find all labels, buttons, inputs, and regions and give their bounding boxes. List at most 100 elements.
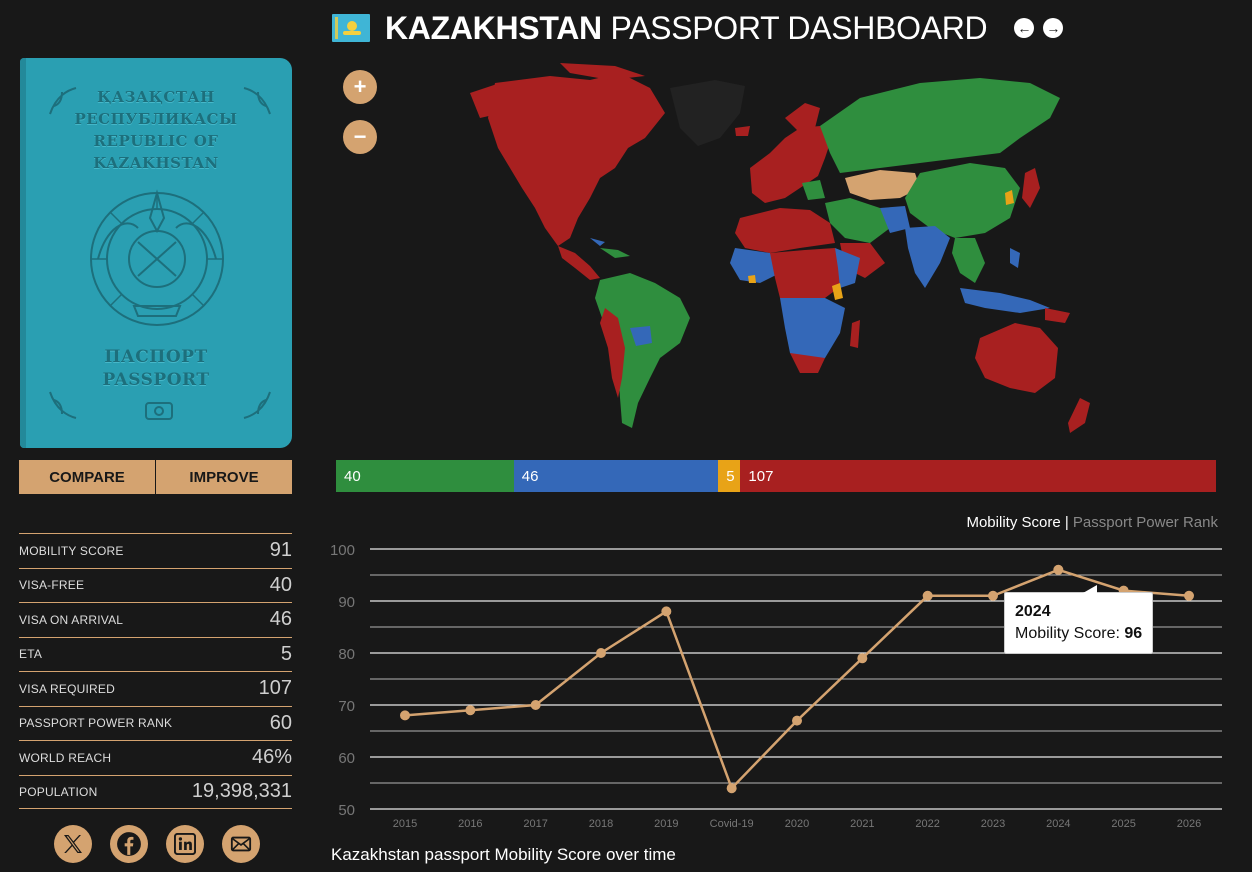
map-region-caribbean-b: [590, 238, 605, 246]
stat-row: ETA 5: [19, 636, 292, 672]
map-region-png: [1045, 308, 1070, 323]
map-region-southern-africa: [780, 298, 845, 368]
stat-row: VISA-FREE 40: [19, 567, 292, 603]
passport-cover-label: ПАСПОРТ PASSPORT: [20, 346, 292, 392]
biometric-chip-icon: [145, 402, 173, 420]
map-region-philippines: [1010, 248, 1020, 268]
passport-line: ПАСПОРТ: [104, 347, 208, 367]
ornament-icon: [243, 87, 271, 115]
data-point[interactable]: [1184, 590, 1194, 601]
map-region-iran: [880, 206, 910, 233]
dashboard-header: KAZAKHSTAN PASSPORT DASHBOARD ← →: [332, 10, 1064, 46]
stat-row: POPULATION 19,398,331: [19, 774, 292, 809]
passport-line: REPUBLIC OF: [93, 132, 219, 150]
zoom-in-button[interactable]: +: [343, 70, 377, 104]
x-tick-label: 2025: [1111, 818, 1135, 830]
tab-mobility-score[interactable]: Mobility Score: [966, 514, 1061, 531]
x-tick-label: 2024: [1046, 818, 1070, 830]
compare-button[interactable]: COMPARE: [19, 460, 155, 494]
passport-cover-title: ҚАЗАҚСТАН РЕСПУБЛИКАСЫ REPUBLIC OF KAZAK…: [20, 86, 292, 174]
map-region-middle-east: [825, 198, 890, 243]
stats-table: MOBILITY SCORE 91 VISA-FREE 40 VISA ON ARR…: [19, 533, 292, 809]
map-region-north-africa: [735, 208, 835, 253]
data-point[interactable]: [1053, 564, 1064, 575]
y-tick-label: 100: [330, 542, 355, 559]
eta-segment[interactable]: 5: [718, 460, 741, 492]
map-region-kazakhstan: [845, 170, 920, 200]
mobility-score-chart: 50 60 70 80 90 100 2015 2016 2017 2018 2019 Covid-1…: [330, 542, 1222, 830]
x-tick-label: 2023: [981, 818, 1005, 830]
facebook-icon[interactable]: [110, 825, 148, 863]
data-point[interactable]: [465, 705, 476, 716]
x-tick-label: 2018: [589, 818, 613, 830]
map-region-europe: [750, 126, 830, 203]
y-tick-label: 70: [338, 698, 355, 715]
y-tick-label: 90: [338, 594, 355, 611]
y-tick-label: 60: [338, 750, 355, 767]
kazakhstan-flag-icon: [332, 14, 370, 42]
map-region-china: [905, 163, 1020, 238]
x-tick-label: 2020: [785, 818, 809, 830]
stat-value: 91: [269, 539, 292, 562]
arrow-right-icon[interactable]: →: [1043, 18, 1064, 38]
email-icon[interactable]: [222, 825, 260, 863]
map-region-southeast-asia: [952, 238, 985, 283]
map-region-andes: [600, 308, 625, 398]
data-point[interactable]: [596, 648, 606, 658]
map-region-alaska: [470, 83, 502, 118]
arrow-left-icon[interactable]: ←: [1014, 18, 1035, 38]
visa-required-segment[interactable]: 107: [740, 460, 1216, 492]
map-region-kenya: [832, 283, 843, 300]
x-tick-label: 2021: [850, 818, 874, 830]
stat-value: 46%: [251, 746, 292, 769]
data-point[interactable]: [922, 590, 933, 601]
zoom-out-button[interactable]: −: [343, 120, 377, 154]
world-map[interactable]: [440, 58, 1130, 438]
map-region-korea: [1005, 190, 1014, 205]
stat-value: 60: [269, 711, 292, 734]
visa-on-arrival-segment[interactable]: 46: [513, 460, 719, 492]
map-region-balkans: [802, 180, 825, 200]
x-twitter-icon[interactable]: [54, 825, 92, 863]
x-tick-label: 2016: [458, 818, 482, 830]
stat-label: VISA REQUIRED: [19, 681, 115, 696]
data-point[interactable]: [857, 653, 868, 664]
x-tick-label: 2022: [915, 818, 939, 830]
tooltip-label: Mobility Score:: [1015, 625, 1125, 642]
data-point[interactable]: [792, 715, 802, 726]
passport-cover: ҚАЗАҚСТАН РЕСПУБЛИКАСЫ REPUBLIC OF KAZAK…: [20, 58, 292, 448]
map-region-iceland: [735, 126, 750, 136]
x-tick-label: 2017: [523, 818, 547, 830]
map-region-east-africa: [835, 248, 860, 288]
map-region-greenland: [670, 80, 745, 146]
stat-label: VISA ON ARRIVAL: [19, 612, 124, 627]
map-region-scandinavia: [785, 103, 820, 133]
x-tick-label: 2015: [393, 818, 417, 830]
visa-distribution-bar: 40 46 5 107: [336, 460, 1216, 492]
map-region-india: [905, 226, 950, 288]
stat-row: VISA REQUIRED 107: [19, 671, 292, 706]
stat-label: ETA: [19, 647, 43, 662]
data-point[interactable]: [988, 590, 998, 601]
data-point[interactable]: [726, 783, 737, 794]
improve-button[interactable]: IMPROVE: [155, 460, 292, 494]
passport-line: KAZAKHSTAN: [93, 154, 219, 172]
linkedin-icon[interactable]: [166, 825, 204, 863]
stat-label: POPULATION: [19, 784, 98, 799]
tooltip-body: Mobility Score: 96: [1015, 623, 1142, 645]
passport-line: ҚАЗАҚСТАН: [97, 88, 215, 106]
tooltip-year: 2024: [1015, 603, 1051, 620]
stat-value: 46: [269, 608, 292, 631]
stat-row: WORLD REACH 46%: [19, 740, 292, 775]
map-region-central-africa: [770, 248, 850, 308]
map-region-south-america: [595, 273, 690, 428]
stat-label: MOBILITY SCORE: [19, 543, 124, 558]
visa-free-segment[interactable]: 40: [336, 460, 514, 492]
stat-value: 40: [269, 573, 292, 596]
data-point[interactable]: [530, 700, 541, 710]
chart-caption: Kazakhstan passport Mobility Score over …: [331, 845, 676, 864]
x-tick-label: Covid-19: [710, 818, 754, 830]
data-point[interactable]: [400, 710, 410, 721]
data-point[interactable]: [661, 606, 672, 617]
tab-passport-power-rank[interactable]: Passport Power Rank: [1072, 514, 1218, 531]
